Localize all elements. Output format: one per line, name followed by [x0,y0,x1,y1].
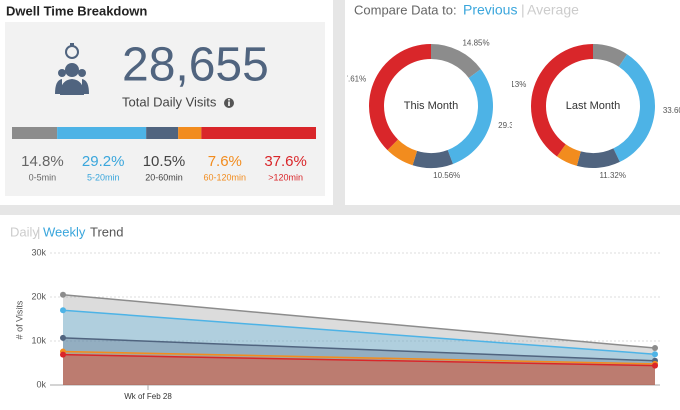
y-tick-label: 20k [31,291,46,301]
slice-label: 33.60% [663,106,680,115]
area [63,351,655,385]
compare-option[interactable]: Previous [463,2,517,18]
line [62,309,656,355]
donut-title: This Month [404,100,458,112]
area [63,310,655,385]
donut-slice [593,44,628,67]
slice-label: 37.61% [339,75,366,84]
separator: | [37,224,40,239]
segment-range: 0-5min [29,172,57,182]
point [60,307,66,314]
segment-range: >120min [268,172,303,182]
slice-label: 40.13% [499,80,526,89]
segment-range: 5-20min [87,172,120,182]
point [652,362,658,369]
visitor-icon [55,43,89,95]
point [60,351,66,358]
line [62,294,656,349]
area [63,337,655,385]
total-label: Total Daily Visits [122,94,217,109]
donut: 33.60% 11.32% 40.13% Last Month [499,44,680,180]
donut-slice [387,139,418,166]
donut: 14.85% 29.38% 10.56% 37.61% This Month [339,39,525,180]
summary-box [5,22,325,196]
donut-slice [531,44,593,157]
donut-title: Last Month [566,100,620,112]
separator: | [521,2,525,18]
line [62,350,656,365]
panel-title: Dwell Time Breakdown [6,3,147,18]
donut-slice [369,44,431,151]
tab-suffix: Trend [90,224,123,239]
total-value: 28,655 [122,39,269,92]
compare-label: Compare Data to: [354,2,457,17]
donut-slice [576,148,620,168]
area [63,354,655,385]
point [60,291,66,298]
bar-segment [57,127,147,139]
tab[interactable]: Weekly [43,224,86,239]
bar-segment [12,127,58,139]
slice-label: 10.56% [433,171,460,180]
bar-segment [146,127,179,139]
line [62,353,656,367]
y-axis-label: # of Visits [14,300,24,339]
info-icon[interactable] [224,98,234,108]
panel [345,0,680,205]
y-tick-label: 30k [31,247,46,257]
bar-segment [201,127,316,139]
segment-range: 20-60min [145,172,183,182]
point [652,345,658,352]
segment-percent: 29.2% [82,153,125,170]
donut-slice [447,69,493,164]
donut-slice [613,54,655,162]
point [652,351,658,358]
bar-segment [178,127,202,139]
segment-percent: 37.6% [264,153,307,170]
line [62,337,656,362]
segment-range: 60-120min [204,172,247,182]
point [60,334,66,341]
segment-percent: 10.5% [143,153,186,170]
tab[interactable]: Daily [10,224,39,239]
slice-label: 11.32% [599,171,626,180]
donut-slice [412,149,453,168]
donut-slice [556,144,581,166]
segment-percent: 7.6% [208,153,242,170]
y-tick-label: 0k [36,379,46,389]
x-tick-label: Wk of Feb 28 [124,392,172,401]
donut-slice [431,44,481,79]
compare-option[interactable]: Average [527,2,579,18]
slice-label: 29.38% [498,121,525,130]
slice-label: 14.85% [462,39,489,48]
panel [0,215,680,410]
segment-percent: 14.8% [21,153,64,170]
y-tick-label: 10k [31,335,46,345]
